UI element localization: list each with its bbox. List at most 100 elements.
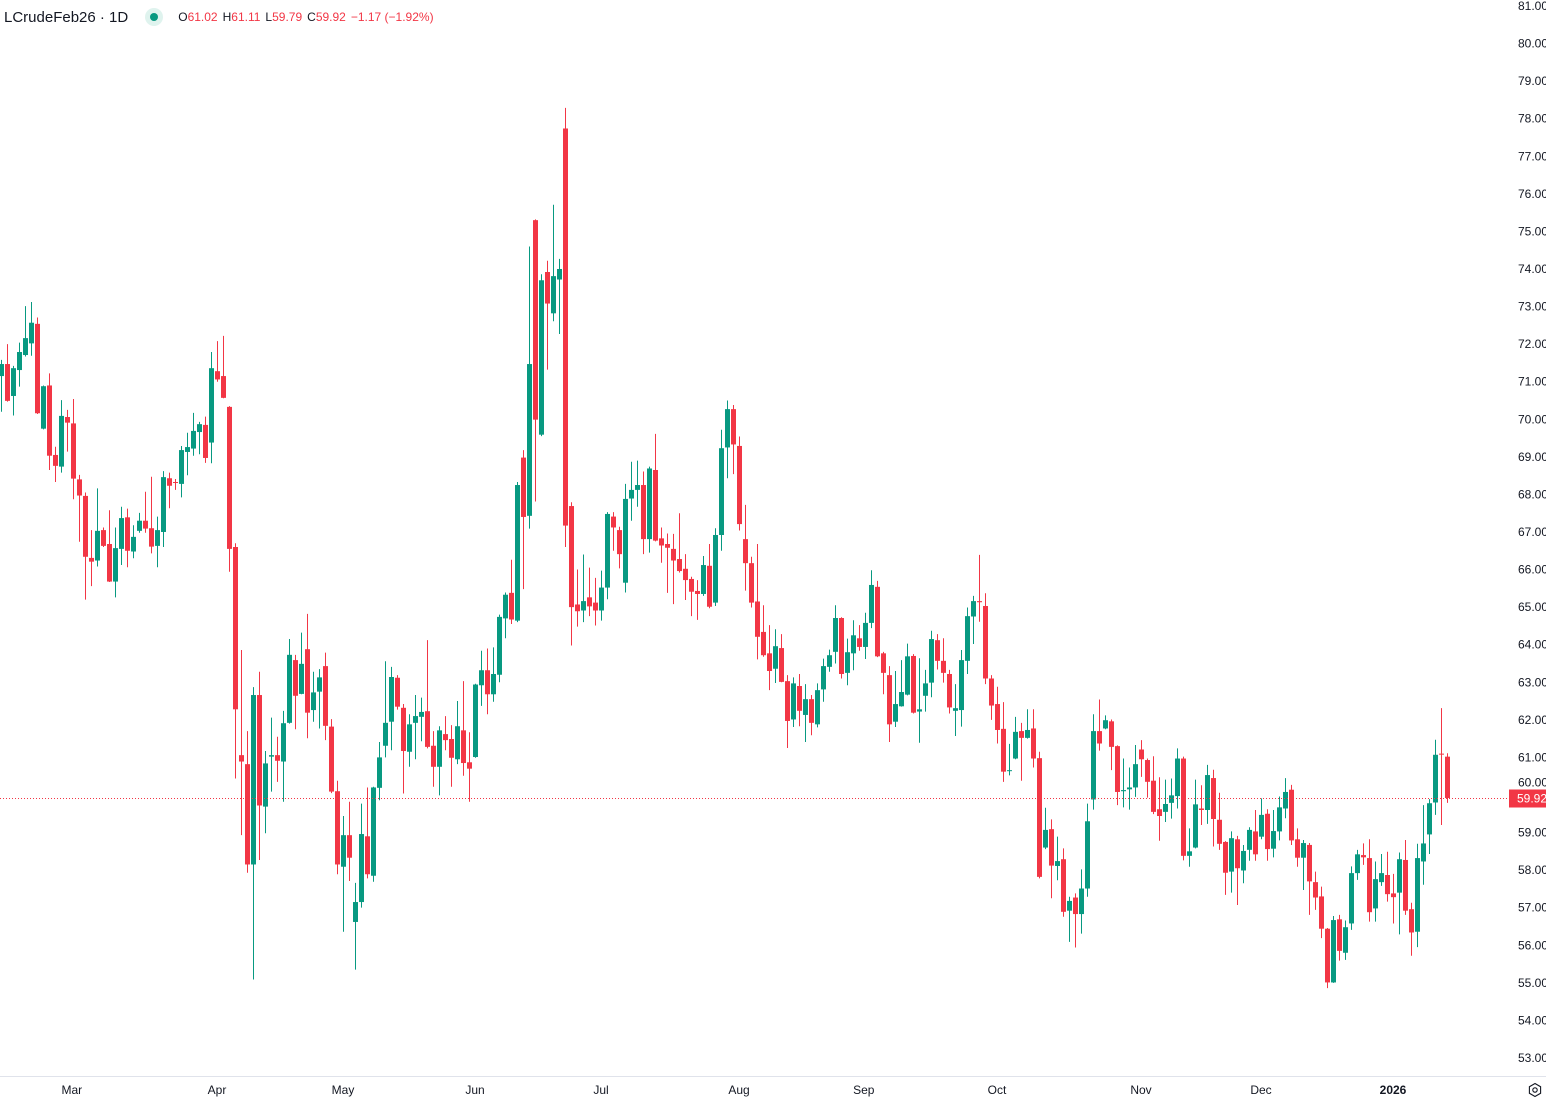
- candle-up: [701, 556, 706, 596]
- candle-up: [905, 643, 910, 696]
- candle-body: [599, 587, 604, 611]
- candle-body: [155, 530, 160, 546]
- candle-down: [125, 508, 130, 568]
- candle-down: [1409, 902, 1414, 956]
- candle-up: [605, 512, 610, 600]
- candle-up: [1241, 844, 1246, 884]
- candle-body: [1073, 897, 1078, 915]
- candle-up: [41, 385, 46, 430]
- candle-body: [221, 376, 226, 398]
- candle-down: [1151, 756, 1156, 815]
- candle-down: [1235, 835, 1240, 906]
- candle-body: [233, 547, 238, 710]
- candle-up: [623, 483, 628, 593]
- candle-up: [497, 614, 502, 683]
- market-status-icon[interactable]: [145, 8, 164, 26]
- candle-down: [1115, 745, 1120, 806]
- candle-body: [803, 699, 808, 715]
- candle-up: [29, 302, 34, 356]
- candle-body: [827, 655, 832, 667]
- candle-up: [629, 461, 634, 521]
- candle-up: [1343, 920, 1348, 960]
- candle-body: [899, 692, 904, 707]
- candle-body: [1271, 831, 1276, 849]
- candle-down: [653, 433, 658, 542]
- candle-body: [785, 681, 790, 721]
- candle-body: [5, 364, 10, 401]
- last-price-label: 59.92: [1517, 792, 1546, 806]
- candle-body: [761, 631, 766, 656]
- candle-down: [1325, 927, 1330, 989]
- x-tick-label: Mar: [61, 1083, 82, 1097]
- candle-body: [581, 601, 586, 611]
- candle-down: [347, 801, 352, 882]
- candle-body: [443, 734, 448, 741]
- candle-body: [665, 544, 670, 548]
- candle-body: [59, 415, 64, 467]
- candle-body: [1145, 760, 1150, 782]
- candle-up: [1229, 831, 1234, 893]
- candle-down: [743, 504, 748, 591]
- candle-body: [23, 338, 28, 356]
- x-tick-label: Nov: [1130, 1083, 1151, 1097]
- candle-up: [479, 650, 484, 706]
- candle-down: [83, 492, 88, 600]
- candle-body: [1055, 861, 1060, 866]
- candle-up: [719, 429, 724, 551]
- candle-down: [983, 593, 988, 685]
- candle-down: [665, 533, 670, 593]
- candle-body: [1355, 854, 1360, 874]
- candle-body: [1445, 756, 1450, 798]
- candle-body: [113, 548, 118, 582]
- candle-body: [737, 445, 742, 525]
- time-axis[interactable]: Mar Apr May Jun Jul Aug Sep Oct Nov Dec 2026: [0, 1076, 1546, 1098]
- candle-body: [1409, 909, 1414, 933]
- candle-up: [1427, 799, 1432, 854]
- candle-body: [149, 528, 154, 547]
- candle-up: [959, 649, 964, 727]
- candle-down: [1445, 753, 1450, 803]
- candle-body: [671, 548, 676, 561]
- candle-body: [641, 485, 646, 540]
- candle-body: [191, 430, 196, 449]
- candle-down: [1319, 886, 1324, 939]
- candle-body: [1391, 893, 1396, 898]
- gear-icon[interactable]: [1527, 1082, 1543, 1098]
- candle-body: [893, 704, 898, 722]
- candle-down: [761, 605, 766, 657]
- candle-up: [1193, 779, 1198, 849]
- candle-down: [689, 576, 694, 617]
- candle-down: [1139, 740, 1144, 777]
- candle-body: [419, 711, 424, 717]
- price-axis[interactable]: 53.00 54.00 55.00 56.00 57.00 58.00 59.00 60.00…: [1518, 0, 1546, 1065]
- candle-body: [1337, 919, 1342, 951]
- candle-body: [275, 755, 280, 761]
- candle-up: [827, 649, 832, 672]
- y-tick-label: 76.00: [1518, 187, 1546, 201]
- candle-down: [1019, 722, 1024, 781]
- y-tick-label: 61.00: [1518, 750, 1546, 764]
- candle-down: [5, 344, 10, 402]
- candle-body: [1043, 829, 1048, 848]
- candle-down: [1403, 840, 1408, 915]
- candle-up: [503, 592, 508, 639]
- y-tick-label: 60.00: [1518, 776, 1546, 790]
- candle-up: [833, 605, 838, 664]
- candle-body: [1379, 873, 1384, 883]
- candle-up: [311, 671, 316, 722]
- candle-body: [887, 675, 892, 725]
- candle-body: [1199, 808, 1204, 810]
- candle-body: [1157, 809, 1162, 817]
- candle-body: [689, 578, 694, 592]
- candle-down: [221, 335, 226, 399]
- candle-down: [1391, 873, 1396, 924]
- candle-body: [95, 530, 100, 561]
- candle-down: [53, 446, 58, 483]
- candle-up: [281, 710, 286, 802]
- candle-body: [461, 730, 466, 764]
- candle-body: [707, 565, 712, 607]
- symbol-title[interactable]: LCrudeFeb26 · 1D: [4, 8, 129, 26]
- candle-up: [1259, 798, 1264, 840]
- candle-up: [407, 714, 412, 767]
